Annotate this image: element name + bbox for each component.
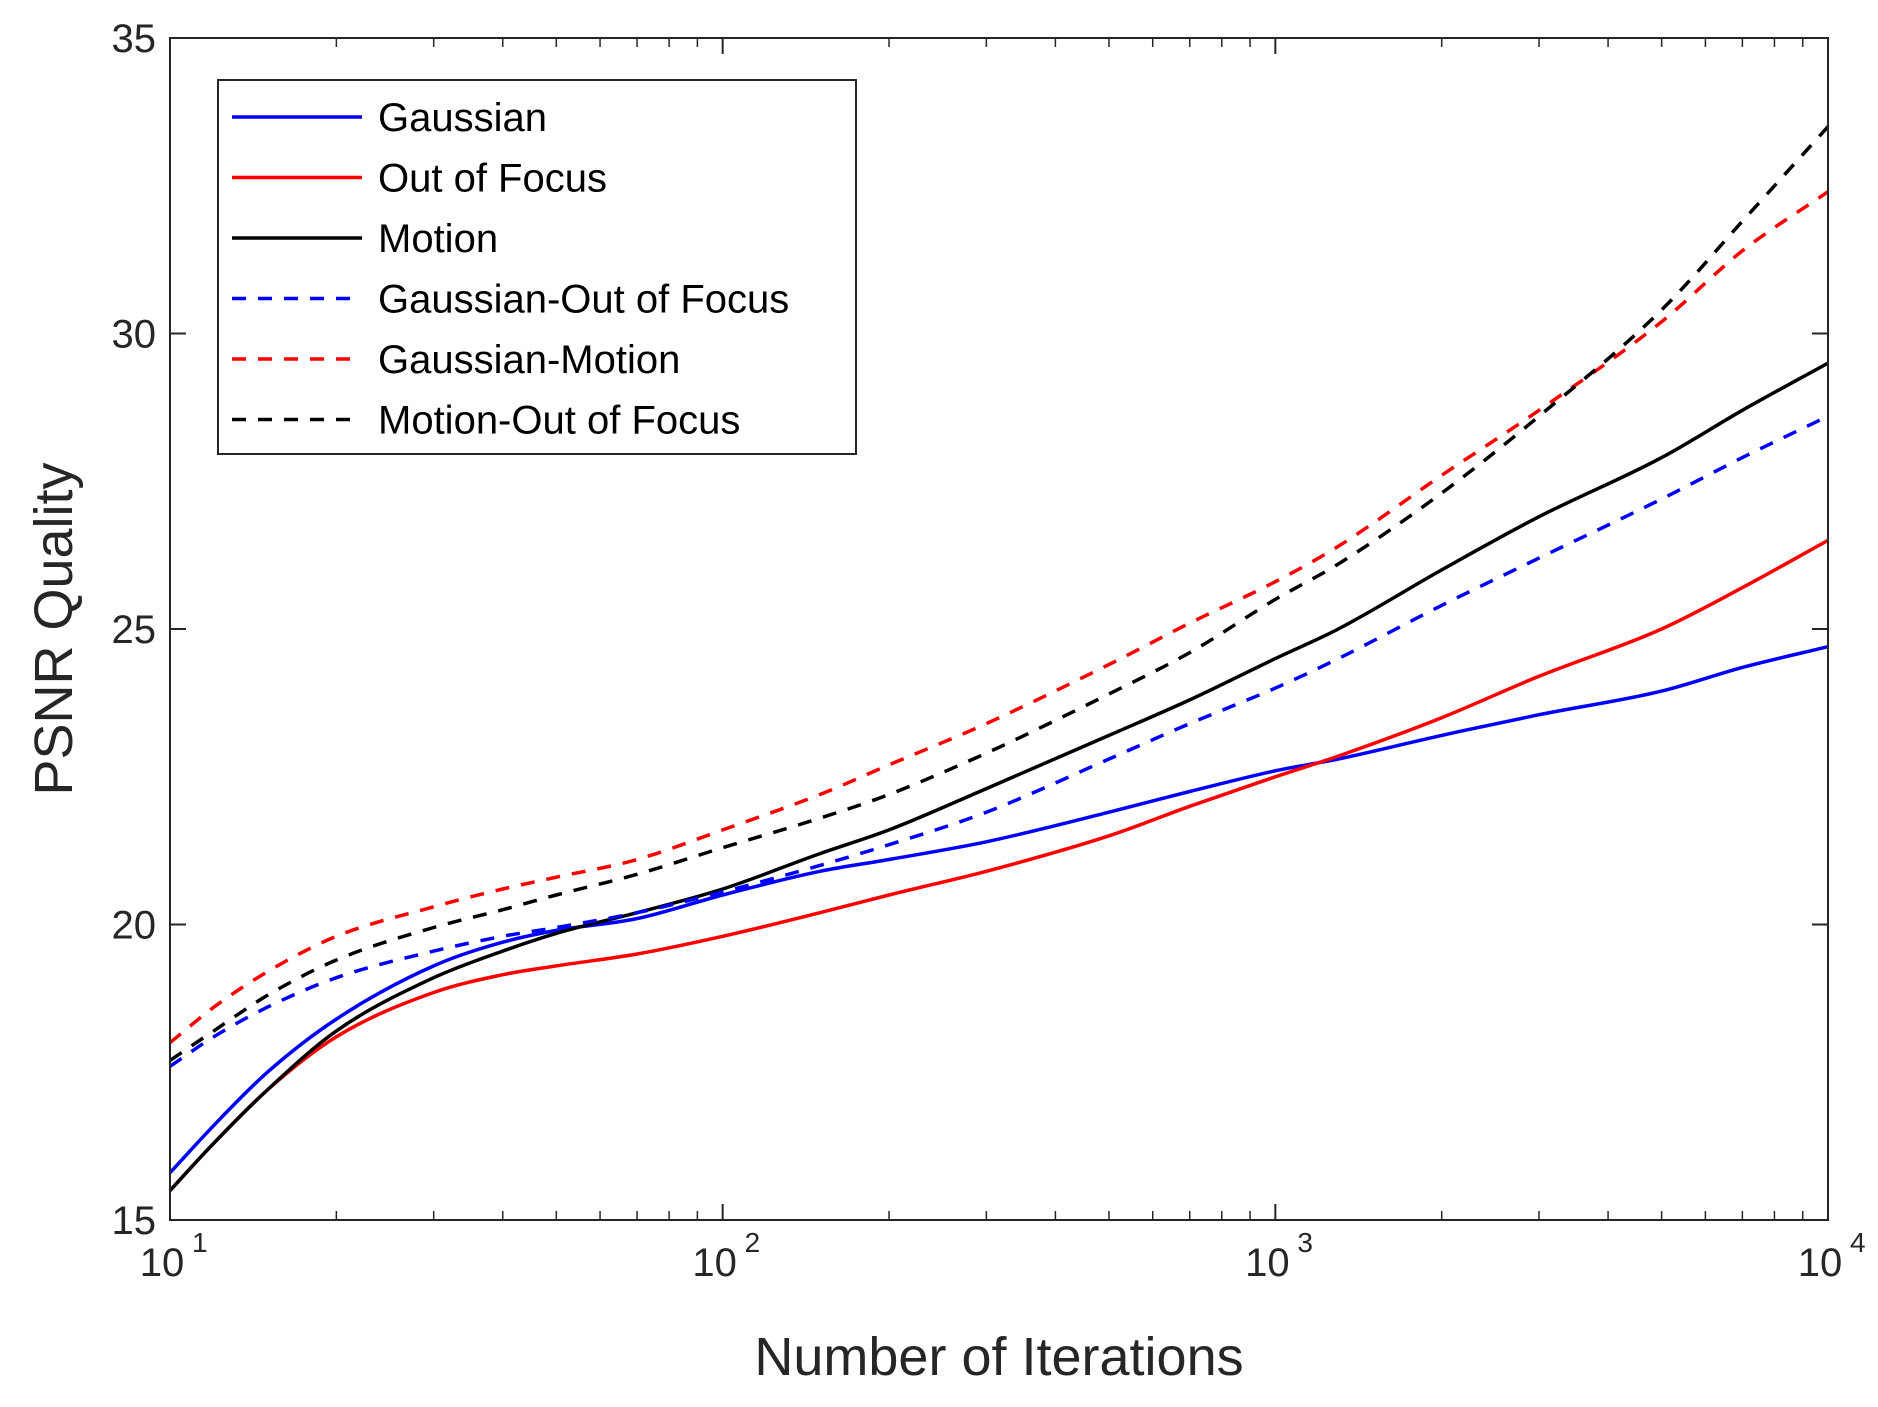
legend-items: Gaussian Out of Focus Motion Gaussian-Out o… — [232, 96, 789, 443]
series-line-out-of-focus — [168, 538, 1829, 1192]
legend-label: Out of Focus — [378, 157, 607, 201]
y-tick-label: 25 — [112, 608, 157, 652]
x-tick-label: 10 — [1798, 1241, 1843, 1285]
y-tick-label: 35 — [112, 17, 157, 61]
x-tick-label: 10 — [1245, 1241, 1290, 1285]
series-line-gaussian — [168, 644, 1829, 1174]
legend-label: Gaussian — [378, 96, 547, 140]
series-line-gaussian-motion — [168, 190, 1829, 1045]
y-axis-label: PSNR Quality — [24, 462, 84, 795]
legend-label: Motion — [378, 217, 498, 261]
series-line-gaussian-out-of-focus — [169, 414, 1829, 1068]
y-tick-label: 15 — [112, 1199, 157, 1243]
x-axis-label: Number of Iterations — [754, 1327, 1243, 1387]
legend: Gaussian Out of Focus Motion Gaussian-Out o… — [217, 79, 857, 455]
legend-label: Gaussian-Motion — [378, 338, 680, 382]
series-line-motion-out-of-focus — [169, 125, 1830, 1062]
legend-label: Motion-Out of Focus — [378, 399, 740, 443]
legend-label: Gaussian-Out of Focus — [378, 278, 789, 322]
series-line-motion — [168, 361, 1829, 1192]
legend-item-motion: Motion — [232, 217, 498, 261]
legend-item-gaussian-motion: Gaussian-Motion — [232, 338, 680, 382]
legend-item-out-of-focus: Out of Focus — [232, 157, 607, 201]
legend-item-gaussian-out-of-focus: Gaussian-Out of Focus — [232, 278, 789, 322]
series-layer — [168, 125, 1830, 1192]
x-tick-label: 10 — [140, 1241, 185, 1285]
x-tick-exponent: 2 — [745, 1227, 761, 1258]
y-tick-label: 20 — [112, 904, 157, 948]
x-tick-exponent: 3 — [1297, 1227, 1313, 1258]
y-tick-label: 30 — [112, 313, 157, 357]
legend-box — [217, 79, 857, 455]
x-tick-label: 10 — [692, 1241, 737, 1285]
legend-item-motion-out-of-focus: Motion-Out of Focus — [232, 399, 740, 443]
legend-item-gaussian: Gaussian — [232, 96, 547, 140]
x-tick-exponent: 4 — [1850, 1227, 1866, 1258]
plot-area-frame — [169, 37, 1829, 1221]
x-tick-exponent: 1 — [192, 1227, 208, 1258]
